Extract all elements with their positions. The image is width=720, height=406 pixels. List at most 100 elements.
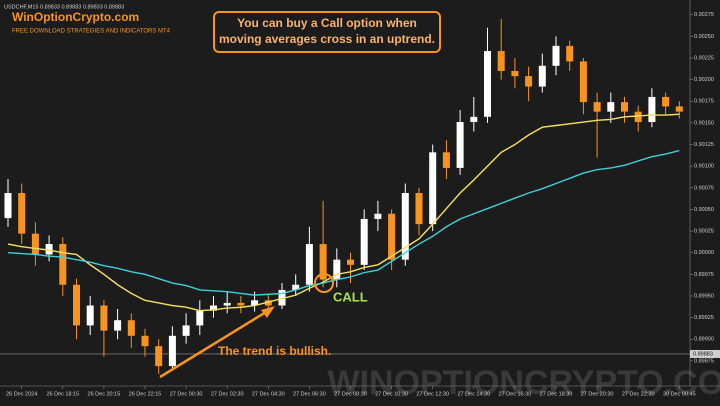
candle-body	[388, 213, 396, 260]
candle-body	[538, 65, 546, 87]
candle-body	[347, 259, 354, 265]
candle-body	[579, 61, 587, 103]
x-tick-label: 27 Dec 20:30	[581, 391, 614, 397]
candle-body	[155, 346, 163, 367]
callout-text: moving averages cross in an uptrend.	[219, 32, 435, 46]
last-price-label: 0.89883	[693, 351, 713, 357]
y-tick-label: 0.90125	[694, 142, 714, 148]
x-tick-label: 27 Dec 16:30	[499, 391, 532, 397]
y-tick-label: 0.89925	[694, 315, 714, 321]
candle-body	[593, 102, 601, 112]
x-tick-label: 30 Dec 00:45	[663, 391, 696, 397]
y-tick-label: 0.90025	[694, 229, 714, 235]
candle-body	[566, 45, 574, 62]
candle-body	[141, 335, 149, 347]
x-tick-label: 27 Dec 22:30	[622, 391, 655, 397]
arrow-head	[261, 306, 275, 318]
candle-body	[182, 325, 190, 336]
y-tick-label: 0.90200	[694, 77, 714, 83]
moving-average	[7, 149, 680, 296]
y-tick-label: 0.89875	[694, 358, 714, 364]
moving-average	[7, 113, 680, 312]
trend-arrow	[159, 310, 267, 379]
candle-body	[237, 302, 245, 306]
x-tick-label: 27 Dec 12:30	[416, 391, 449, 397]
x-tick-label: 27 Dec 08:30	[334, 391, 367, 397]
last-price-box	[690, 349, 720, 358]
x-tick-label: 27 Dec 18:30	[540, 391, 573, 397]
y-tick-label: 0.90275	[694, 12, 714, 18]
candle-body	[73, 284, 80, 326]
candle-body	[497, 51, 505, 71]
x-tick-label: 27 Dec 06:30	[293, 391, 326, 397]
candle-body	[401, 193, 409, 260]
signal-label: CALL	[333, 289, 368, 304]
candle-body	[511, 70, 519, 77]
y-tick-label: 0.90050	[694, 207, 714, 213]
candle-body	[442, 152, 450, 168]
candle-body	[319, 244, 327, 280]
candle-body	[525, 76, 533, 87]
candle-body	[45, 244, 53, 255]
candle-body	[634, 111, 642, 123]
site-subtitle: FREE DOWNLOAD STRATEGIES AND INDICATORS …	[12, 29, 171, 35]
callout-box	[213, 11, 441, 53]
candle-body	[4, 193, 12, 219]
callout-text: You can buy a Call option when	[237, 16, 417, 30]
candle-body	[305, 244, 313, 285]
candle-body	[621, 102, 628, 112]
candle-body	[333, 259, 341, 280]
y-tick-label: 0.90225	[694, 55, 714, 61]
candle-body	[31, 233, 39, 255]
x-tick-label: 26 Dec 22:15	[129, 391, 162, 397]
candle-body	[360, 218, 368, 265]
candle-body	[100, 305, 108, 331]
candle-body	[168, 335, 176, 367]
candle-body	[278, 289, 286, 306]
candle-body	[223, 302, 231, 306]
candle-body	[484, 51, 491, 117]
candle-body	[648, 96, 656, 123]
y-tick-label: 0.90000	[694, 250, 714, 256]
x-tick-label: 27 Dec 00:30	[170, 391, 203, 397]
x-tick-label: 27 Dec 04:30	[252, 391, 285, 397]
candle-body	[114, 320, 122, 331]
candle-body	[470, 116, 478, 123]
candle-body	[210, 305, 217, 311]
watermark: WINOPTIONCRYPTO.COM	[328, 364, 720, 402]
plot-area: 0.89875 0.89900 0.89925 0.89950 0.89975 0.900…	[0, 12, 720, 397]
candle-body	[18, 193, 26, 234]
candle-body	[251, 300, 259, 306]
y-tick-label: 0.90250	[694, 34, 714, 40]
candle-body	[264, 300, 272, 306]
y-tick-label: 0.90150	[694, 120, 714, 126]
candle-body	[59, 244, 67, 285]
candle-body	[196, 310, 204, 326]
y-tick-label: 0.90175	[694, 99, 714, 105]
symbol-info: USDCHF,M15 0.89833 0.89883 0.89833 0.898…	[4, 4, 124, 10]
candle-body	[415, 193, 423, 225]
candle-body	[607, 102, 615, 112]
x-tick-label: 27 Dec 02:30	[211, 391, 244, 397]
candle-body	[127, 320, 135, 336]
candle-body	[552, 45, 560, 66]
candle-body	[456, 122, 464, 168]
y-tick-label: 0.89950	[694, 293, 714, 299]
candle-body	[662, 96, 670, 107]
cross-marker	[314, 273, 334, 293]
candle-body	[374, 213, 382, 219]
trend-label: The trend is bullish.	[218, 344, 331, 358]
candle-body	[292, 284, 300, 290]
y-tick-label: 0.89900	[694, 337, 714, 343]
candle-body	[429, 152, 437, 225]
x-tick-label: 27 Dec 14:30	[457, 391, 490, 397]
site-logo: WinOptionCrypto.com	[12, 10, 139, 24]
x-tick-label: 26 Dec 2024	[6, 391, 37, 397]
x-tick-label: 26 Dec 20:15	[88, 391, 121, 397]
x-tick-label: 26 Dec 18:15	[46, 391, 79, 397]
y-tick-label: 0.90075	[694, 185, 714, 191]
y-tick-label: 0.90100	[694, 164, 714, 170]
candle-body	[675, 106, 683, 112]
x-tick-label: 27 Dec 10:30	[375, 391, 408, 397]
